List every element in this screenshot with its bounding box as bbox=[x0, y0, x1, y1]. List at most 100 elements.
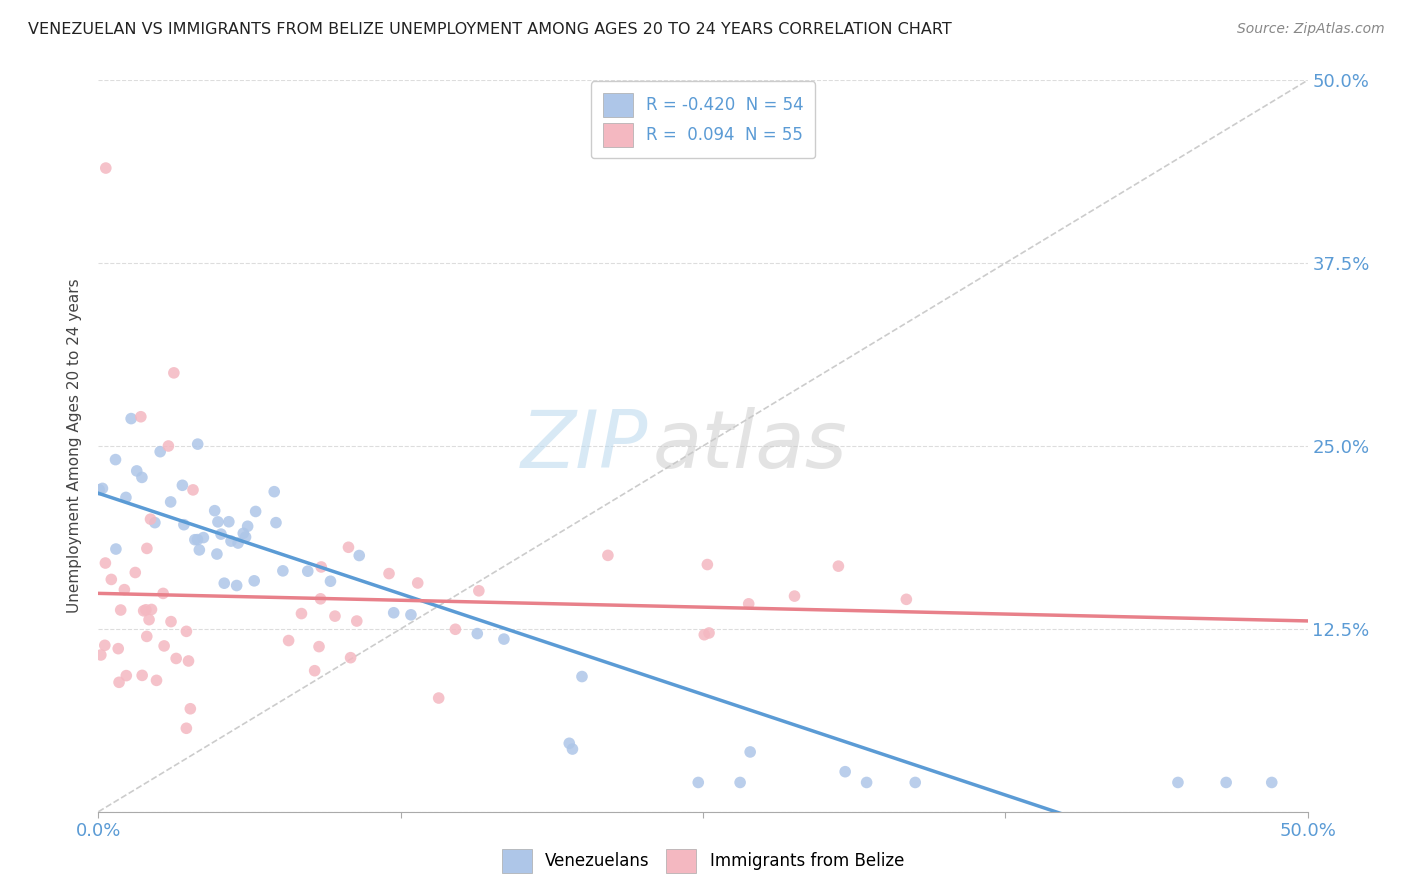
Point bbox=[172, 478, 194, 492]
Point bbox=[1261, 775, 1284, 789]
Point bbox=[187, 437, 209, 451]
Point bbox=[157, 439, 180, 453]
Point bbox=[141, 602, 163, 616]
Point bbox=[188, 542, 211, 557]
Point bbox=[179, 702, 201, 716]
Point bbox=[115, 491, 138, 505]
Point bbox=[131, 668, 153, 682]
Point bbox=[177, 654, 200, 668]
Point bbox=[277, 633, 299, 648]
Point bbox=[112, 582, 135, 597]
Point bbox=[349, 549, 371, 563]
Point bbox=[205, 547, 228, 561]
Point bbox=[160, 615, 183, 629]
Point bbox=[219, 534, 242, 549]
Point bbox=[159, 495, 181, 509]
Point bbox=[855, 775, 877, 789]
Point bbox=[135, 629, 157, 643]
Text: atlas: atlas bbox=[652, 407, 846, 485]
Point bbox=[173, 517, 195, 532]
Y-axis label: Unemployment Among Ages 20 to 24 years: Unemployment Among Ages 20 to 24 years bbox=[67, 278, 83, 614]
Point bbox=[465, 626, 488, 640]
Point bbox=[427, 691, 450, 706]
Point bbox=[176, 721, 198, 735]
Point bbox=[323, 609, 346, 624]
Point bbox=[235, 530, 257, 544]
Point bbox=[124, 566, 146, 580]
Point bbox=[290, 607, 312, 621]
Point bbox=[135, 603, 157, 617]
Point bbox=[561, 742, 583, 756]
Point bbox=[558, 736, 581, 750]
Point bbox=[236, 519, 259, 533]
Point bbox=[149, 444, 172, 458]
Point bbox=[319, 574, 342, 589]
Point bbox=[232, 526, 254, 541]
Point bbox=[740, 745, 762, 759]
Point bbox=[688, 775, 710, 789]
Point bbox=[135, 541, 157, 556]
Point bbox=[243, 574, 266, 588]
Point bbox=[107, 641, 129, 656]
Point bbox=[209, 527, 232, 541]
Point bbox=[115, 668, 138, 682]
Point bbox=[264, 516, 287, 530]
Legend: R = -0.420  N = 54, R =  0.094  N = 55: R = -0.420 N = 54, R = 0.094 N = 55 bbox=[591, 81, 815, 159]
Point bbox=[94, 556, 117, 570]
Point bbox=[129, 409, 152, 424]
Point bbox=[783, 589, 806, 603]
Point bbox=[110, 603, 132, 617]
Point bbox=[827, 559, 849, 574]
Point bbox=[89, 483, 111, 497]
Point bbox=[145, 673, 167, 688]
Point bbox=[90, 648, 112, 662]
Point bbox=[271, 564, 294, 578]
Point bbox=[94, 161, 117, 175]
Point bbox=[309, 591, 332, 606]
Point bbox=[131, 470, 153, 484]
Text: ZIP: ZIP bbox=[522, 407, 648, 485]
Point bbox=[896, 592, 918, 607]
Point bbox=[212, 576, 235, 591]
Point bbox=[225, 578, 247, 592]
Point bbox=[596, 549, 619, 563]
Point bbox=[693, 628, 716, 642]
Point bbox=[120, 411, 142, 425]
Point bbox=[468, 583, 491, 598]
Point bbox=[728, 775, 751, 789]
Legend: Venezuelans, Immigrants from Belize: Venezuelans, Immigrants from Belize bbox=[495, 842, 911, 880]
Point bbox=[163, 366, 186, 380]
Point bbox=[181, 483, 204, 497]
Point bbox=[406, 576, 429, 591]
Point bbox=[94, 638, 117, 652]
Point bbox=[382, 606, 405, 620]
Point bbox=[207, 515, 229, 529]
Point bbox=[108, 675, 131, 690]
Point bbox=[308, 640, 330, 654]
Point bbox=[152, 586, 174, 600]
Point bbox=[346, 614, 368, 628]
Point bbox=[226, 536, 249, 550]
Point bbox=[91, 482, 114, 496]
Point bbox=[297, 564, 319, 578]
Point bbox=[697, 626, 720, 640]
Point bbox=[204, 504, 226, 518]
Point bbox=[444, 622, 467, 636]
Text: Source: ZipAtlas.com: Source: ZipAtlas.com bbox=[1237, 22, 1385, 37]
Point bbox=[193, 531, 215, 545]
Point bbox=[104, 452, 127, 467]
Point bbox=[309, 560, 332, 574]
Point bbox=[696, 558, 718, 572]
Point bbox=[139, 512, 162, 526]
Point bbox=[571, 669, 593, 683]
Point bbox=[904, 775, 927, 789]
Point bbox=[132, 604, 155, 618]
Point bbox=[186, 533, 208, 547]
Point bbox=[378, 566, 401, 581]
Point bbox=[304, 664, 326, 678]
Point bbox=[143, 516, 166, 530]
Point bbox=[1167, 775, 1189, 789]
Point bbox=[184, 533, 207, 547]
Point bbox=[153, 639, 176, 653]
Point bbox=[834, 764, 856, 779]
